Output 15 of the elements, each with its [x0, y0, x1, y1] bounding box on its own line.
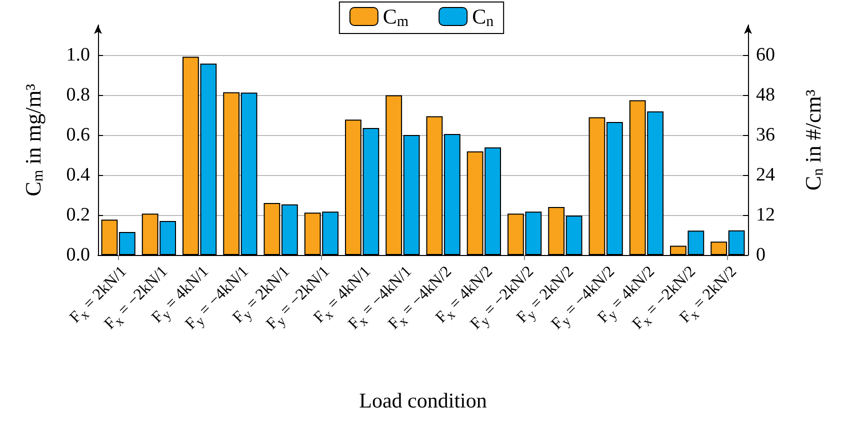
y-tick-label: 0.0: [66, 244, 90, 266]
y2-tick-label: 36: [756, 124, 775, 146]
y-tick-label: 1.0: [66, 44, 90, 66]
y-tick-label: 0.8: [66, 84, 90, 106]
y2-tick-label: 24: [756, 164, 776, 186]
y-axis-title: Cm in mg/m³: [20, 83, 46, 196]
y-tick-label: 0.2: [66, 204, 90, 226]
x-axis-title: Load condition: [359, 388, 488, 412]
y2-tick-label: 0: [756, 244, 766, 266]
y2-tick-label: 60: [756, 44, 775, 66]
y2-tick-label: 12: [756, 204, 775, 226]
y2-axis-title: Cn in #/cm³: [800, 89, 826, 190]
y2-tick-label: 48: [756, 84, 775, 106]
y-tick-label: 0.4: [66, 164, 90, 186]
y-tick-label: 0.6: [66, 124, 90, 146]
